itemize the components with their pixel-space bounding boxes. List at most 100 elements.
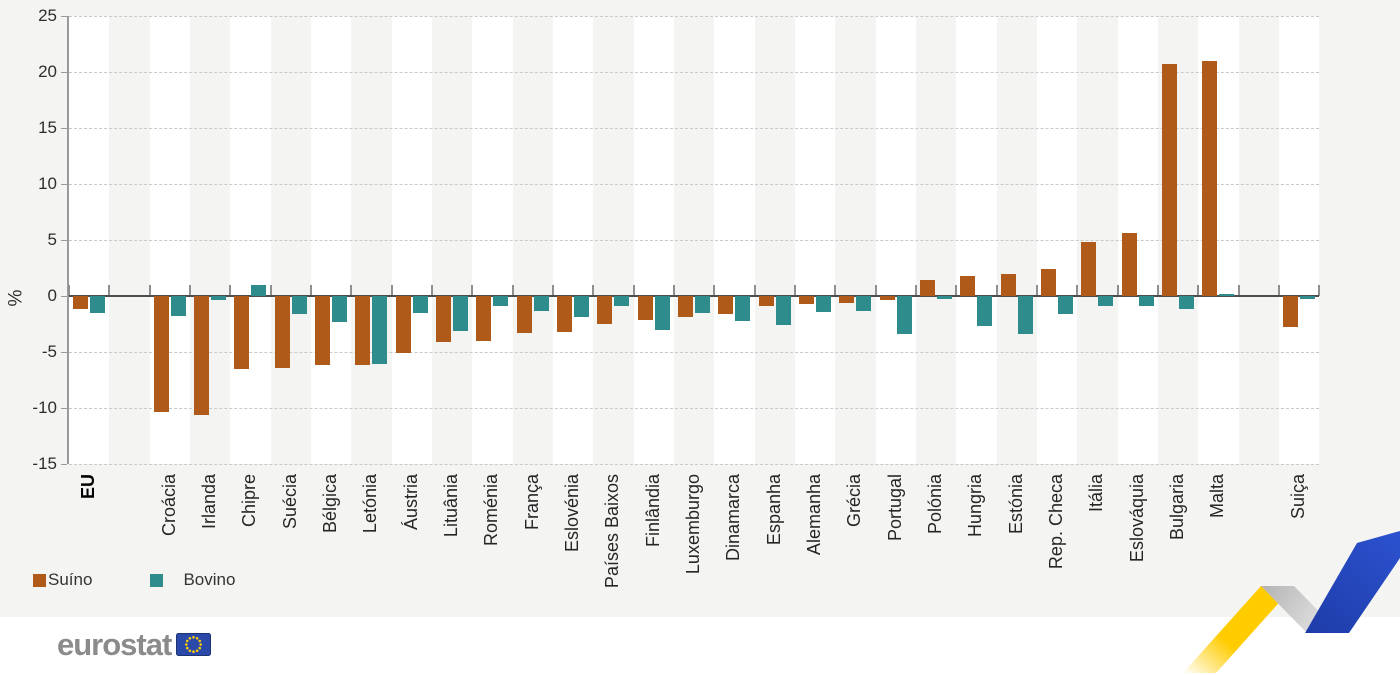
x-axis-label: Áustria: [400, 474, 421, 531]
bar-bovino: [856, 296, 872, 311]
flag-star: [199, 643, 203, 646]
flag-star: [186, 639, 189, 643]
bar-bovino: [937, 296, 953, 300]
separator-slot: [1237, 16, 1279, 464]
bar-bovino: [1058, 296, 1074, 314]
y-axis-tick: [61, 352, 67, 353]
x-axis-label: Croácia: [158, 474, 179, 537]
bar-suino: [153, 296, 169, 413]
bar-suino: [879, 296, 895, 301]
legend-item-suino: Suíno: [33, 570, 92, 590]
x-axis-tick: [874, 285, 877, 296]
x-axis-tick: [1197, 285, 1200, 296]
legend: Suíno Bovino: [33, 570, 235, 590]
x-axis-tick: [1076, 285, 1079, 296]
x-axis-tick: [309, 285, 312, 296]
y-axis-tick-label: -5: [41, 342, 57, 361]
legend-item-bovino: Bovino: [150, 570, 235, 590]
bar-bovino: [654, 296, 670, 330]
bar-bovino: [1179, 296, 1195, 310]
x-axis-tick: [753, 285, 756, 296]
gridline: [69, 352, 1319, 353]
gridline: [69, 408, 1319, 409]
eu-flag-icon: [176, 633, 212, 656]
x-axis-label: Chipre: [239, 474, 260, 528]
gridline: [69, 240, 1319, 241]
bar-suino: [395, 296, 411, 354]
eurostat-logo: eurostat: [57, 629, 212, 660]
x-axis-label: Países Baixos: [602, 474, 623, 589]
x-axis-label: Letónia: [360, 474, 381, 534]
category-slot: Itália: [1076, 16, 1117, 512]
y-axis-tick: [61, 296, 67, 297]
x-axis-tick: [713, 285, 716, 296]
bar-bovino: [412, 296, 428, 313]
flag-star: [185, 643, 188, 646]
x-axis-label: Espanha: [763, 474, 784, 546]
bar-bovino: [90, 296, 106, 313]
bar-bovino: [453, 296, 469, 331]
y-axis-tick: [61, 240, 67, 241]
x-axis-tick: [1277, 285, 1280, 296]
x-axis-tick: [632, 285, 635, 296]
bar-suino: [274, 296, 290, 368]
bar-bovino: [1219, 293, 1235, 296]
y-axis-tick-label: 5: [47, 230, 57, 249]
category-slot: Luxemburgo: [672, 16, 714, 574]
bar-suino: [1041, 269, 1057, 296]
flag-star: [196, 649, 199, 653]
category-slot: Lituânia: [430, 16, 472, 537]
x-axis-tick: [793, 285, 796, 296]
x-axis-tick: [1116, 285, 1119, 296]
bar-suino: [476, 296, 492, 341]
y-axis-tick: [61, 16, 67, 17]
y-axis-tick-label: -10: [32, 398, 57, 417]
bar-suino: [1081, 242, 1097, 296]
bar-suino: [718, 296, 734, 314]
bar-bovino: [735, 296, 751, 321]
bar-suino: [315, 296, 331, 366]
bar-bovino: [1138, 296, 1154, 307]
x-axis-tick: [995, 285, 998, 296]
category-slot: Estónia: [995, 16, 1037, 534]
flag-star: [188, 636, 192, 640]
x-axis-tick: [551, 285, 554, 296]
x-axis-tick: [955, 285, 958, 296]
bar-bovino: [1098, 296, 1114, 307]
x-axis-label: Lituânia: [441, 474, 462, 538]
bar-suino: [960, 275, 976, 296]
category-slot: Suécia: [269, 16, 311, 529]
x-axis-tick: [1237, 285, 1240, 296]
x-axis-label: Irlanda: [199, 474, 220, 530]
x-axis-tick: [390, 285, 393, 296]
x-axis-tick: [229, 285, 232, 296]
x-axis-tick: [471, 285, 474, 296]
flag-star: [186, 646, 189, 650]
x-axis-tick: [68, 285, 70, 296]
flag-star: [198, 639, 202, 643]
y-axis-tick-label: -15: [32, 454, 57, 473]
bar-suino: [234, 296, 250, 369]
x-axis-label: Dinamarca: [723, 474, 744, 562]
bar-suino: [597, 296, 613, 324]
bar-suino: [799, 296, 815, 304]
bar-suino: [1283, 296, 1298, 328]
category-slot: Bulgaria: [1156, 16, 1198, 540]
flag-star: [198, 646, 202, 650]
category-slot: Letónia: [350, 16, 391, 533]
zero-line: [69, 295, 1319, 297]
x-axis-label: Bélgica: [320, 474, 341, 534]
y-axis-tick: [61, 184, 67, 185]
y-axis-tick: [61, 72, 67, 73]
gridline: [69, 128, 1319, 129]
x-axis-label: Polónia: [925, 474, 946, 535]
x-axis-label: Finlândia: [642, 474, 663, 548]
x-axis-label: Alemanha: [804, 474, 825, 556]
bar-bovino: [170, 296, 186, 317]
flag-star: [188, 649, 192, 653]
gridline: [69, 16, 1319, 17]
x-axis-tick: [834, 285, 837, 296]
legend-label-suino: Suíno: [48, 570, 93, 589]
x-axis-label: Bulgaria: [1167, 474, 1188, 541]
plot-area: EU Croácia Irlanda Chipre Suécia Bélgica Letón…: [67, 16, 1320, 588]
